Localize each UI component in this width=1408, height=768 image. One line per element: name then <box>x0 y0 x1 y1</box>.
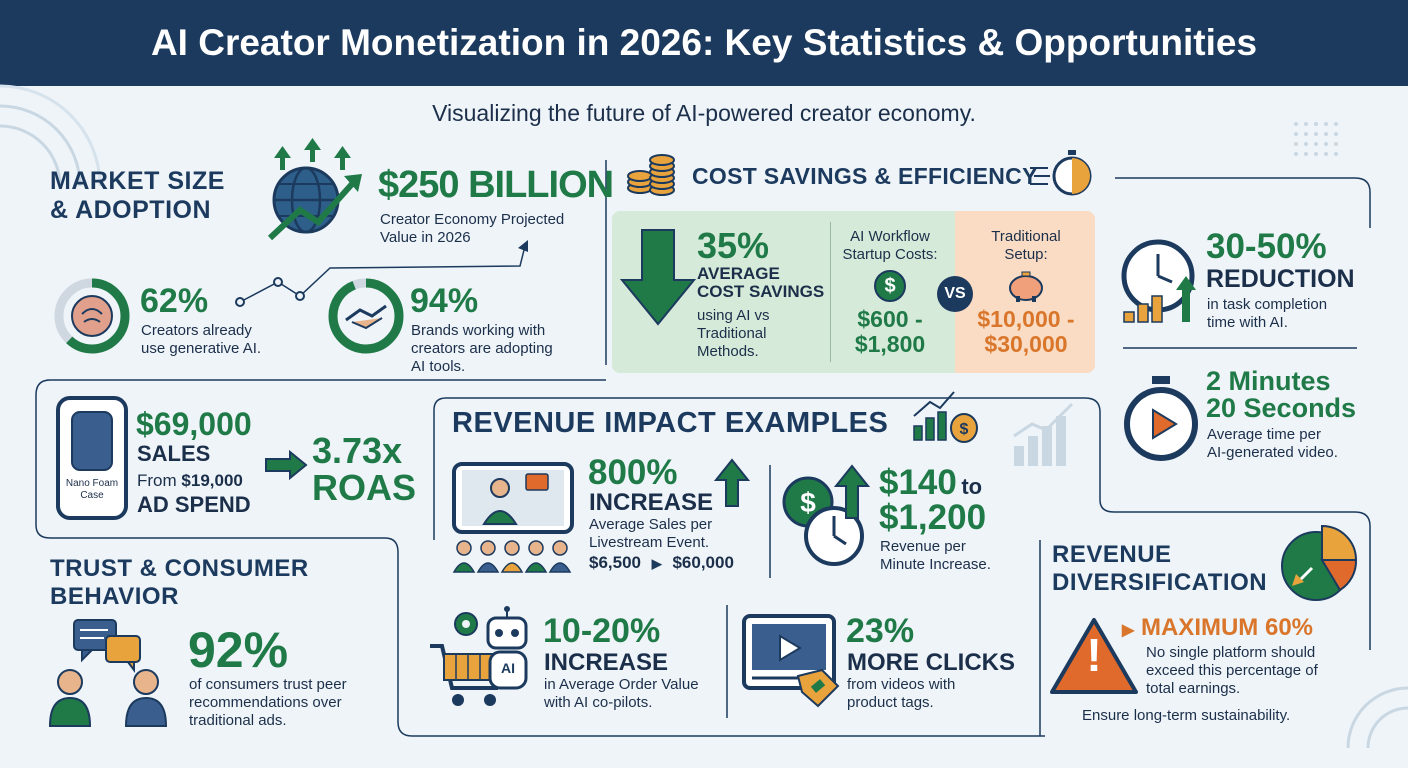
up-arrow-icon <box>713 458 751 507</box>
diversification-title: REVENUE DIVERSIFICATION <box>1052 541 1268 596</box>
ad-spend-label: AD SPEND <box>137 492 251 517</box>
trend-line-icon <box>235 240 528 307</box>
robot-ai-label: AI <box>501 660 515 676</box>
ai-cost-value: $600 - $1,800 <box>854 306 926 358</box>
triangle-bullet-icon: ▶ <box>1122 622 1135 639</box>
vs-badge: VS <box>937 276 973 312</box>
warning-icon <box>1050 618 1138 694</box>
from-ad-spend: From $19,000 <box>137 471 243 490</box>
triangle-arrow-icon: ▶ <box>651 556 662 571</box>
traditional-label: Traditional Setup: <box>991 228 1061 263</box>
pie-chart-icon <box>1281 524 1358 601</box>
roas-label: ROAS <box>312 467 417 508</box>
livestream-icon <box>452 462 574 573</box>
per-minute-desc: Revenue per Minute Increase. <box>880 538 991 573</box>
ai-workflow-label: AI Workflow Startup Costs: <box>842 228 938 263</box>
sales-label: SALES <box>137 441 211 466</box>
sustainability-note: Ensure long-term sustainability. <box>1082 707 1291 724</box>
coins-icon <box>627 154 675 196</box>
per-minute-range-bottom: $1,200 <box>879 498 987 537</box>
decor-arcs-right <box>1346 686 1408 749</box>
clicks-label: MORE CLICKS <box>847 649 1015 676</box>
livestream-label: INCREASE <box>589 489 714 516</box>
aov-label: INCREASE <box>544 649 669 676</box>
market-title: MARKET SIZE & ADOPTION <box>50 167 225 224</box>
reduction-desc: in task completion time with AI. <box>1207 296 1328 331</box>
trust-title: TRUST & CONSUMER BEHAVIOR <box>50 555 309 610</box>
aov-desc: in Average Order Value with AI co-pilots… <box>544 676 699 711</box>
trust-value: 92% <box>188 622 289 678</box>
traditional-cost-value: $10,000 - $30,000 <box>977 306 1075 358</box>
down-arrow-icon <box>619 229 697 326</box>
header-bar <box>0 0 1408 86</box>
dollar-clock-icon: $ <box>782 464 871 566</box>
money-bag-growth-icon: $ <box>913 391 978 443</box>
decor-arcs-left <box>0 84 102 187</box>
stat-62-desc: Creators already use generative AI. <box>141 322 262 357</box>
aov-value: 10-20% <box>543 612 661 650</box>
livestream-range: $6,500 ▶ $60,000 <box>589 553 734 572</box>
max-desc: No single platform should exceed this pe… <box>1146 644 1318 697</box>
clicks-desc: from videos with product tags. <box>847 676 956 711</box>
stat-94-desc: Brands working with creators are adoptin… <box>411 322 553 375</box>
stopwatch-speed-icon <box>1030 150 1092 196</box>
market-big-desc: Creator Economy Projected Value in 2026 <box>380 211 565 246</box>
phone-case-icon <box>56 396 128 520</box>
roas-value: 3.73x <box>312 430 403 471</box>
reduction-label: REDUCTION <box>1206 265 1355 293</box>
stat-94-value: 94% <box>410 282 479 320</box>
cost-pct-label: AVERAGE COST SAVINGS <box>697 264 825 301</box>
page-title: AI Creator Monetization in 2026: Key Sta… <box>150 22 1258 63</box>
market-big-value: $250 BILLION <box>378 164 614 206</box>
dollar-coin-icon: $ <box>874 270 906 302</box>
clicks-value: 23% <box>846 612 915 650</box>
svg-text:$: $ <box>960 421 969 438</box>
clock-chart-icon <box>1121 239 1196 323</box>
cost-title: COST SAVINGS & EFFICIENCY <box>692 163 1038 189</box>
sales-value: $69,000 <box>136 406 252 442</box>
cost-pct-desc: using AI vs Traditional Methods. <box>697 307 770 360</box>
ring-94-icon <box>328 278 404 354</box>
video-time-desc: Average time per AI-generated video. <box>1207 426 1338 461</box>
reduction-value: 30-50% <box>1206 227 1327 266</box>
cost-pct-value: 35% <box>697 225 770 266</box>
livestream-value: 800% <box>588 453 678 492</box>
trust-desc: of consumers trust peer recommendations … <box>189 676 347 729</box>
warning-exclamation: ! <box>1086 629 1102 681</box>
video-time-value: 2 Minutes 20 Seconds <box>1206 366 1357 423</box>
per-minute-range-top: $140 to <box>879 463 983 502</box>
livestream-desc: Average Sales per Livestream Event. <box>589 516 713 551</box>
cost-divider <box>830 222 831 362</box>
right-arrow-icon <box>265 449 308 481</box>
stopwatch-play-icon <box>1124 376 1198 461</box>
globe-growth-icon <box>267 138 362 241</box>
people-chat-icon <box>48 619 168 727</box>
video-tag-icon <box>742 614 840 708</box>
bar-chart-decor-icon <box>1013 402 1074 466</box>
decor-dots-right <box>1294 122 1338 156</box>
page-subtitle: Visualizing the future of AI-powered cre… <box>432 100 976 126</box>
phone-case-label: Nano Foam Case <box>65 478 119 501</box>
cart-robot-icon <box>430 606 528 706</box>
ring-62-icon <box>54 278 130 354</box>
revenue-impact-title: REVENUE IMPACT EXAMPLES <box>452 407 889 439</box>
piggy-bank-icon <box>1009 271 1043 302</box>
svg-text:$: $ <box>800 487 816 518</box>
stat-62-value: 62% <box>140 282 209 320</box>
max-label: ▶ MAXIMUM 60% <box>1122 614 1314 641</box>
